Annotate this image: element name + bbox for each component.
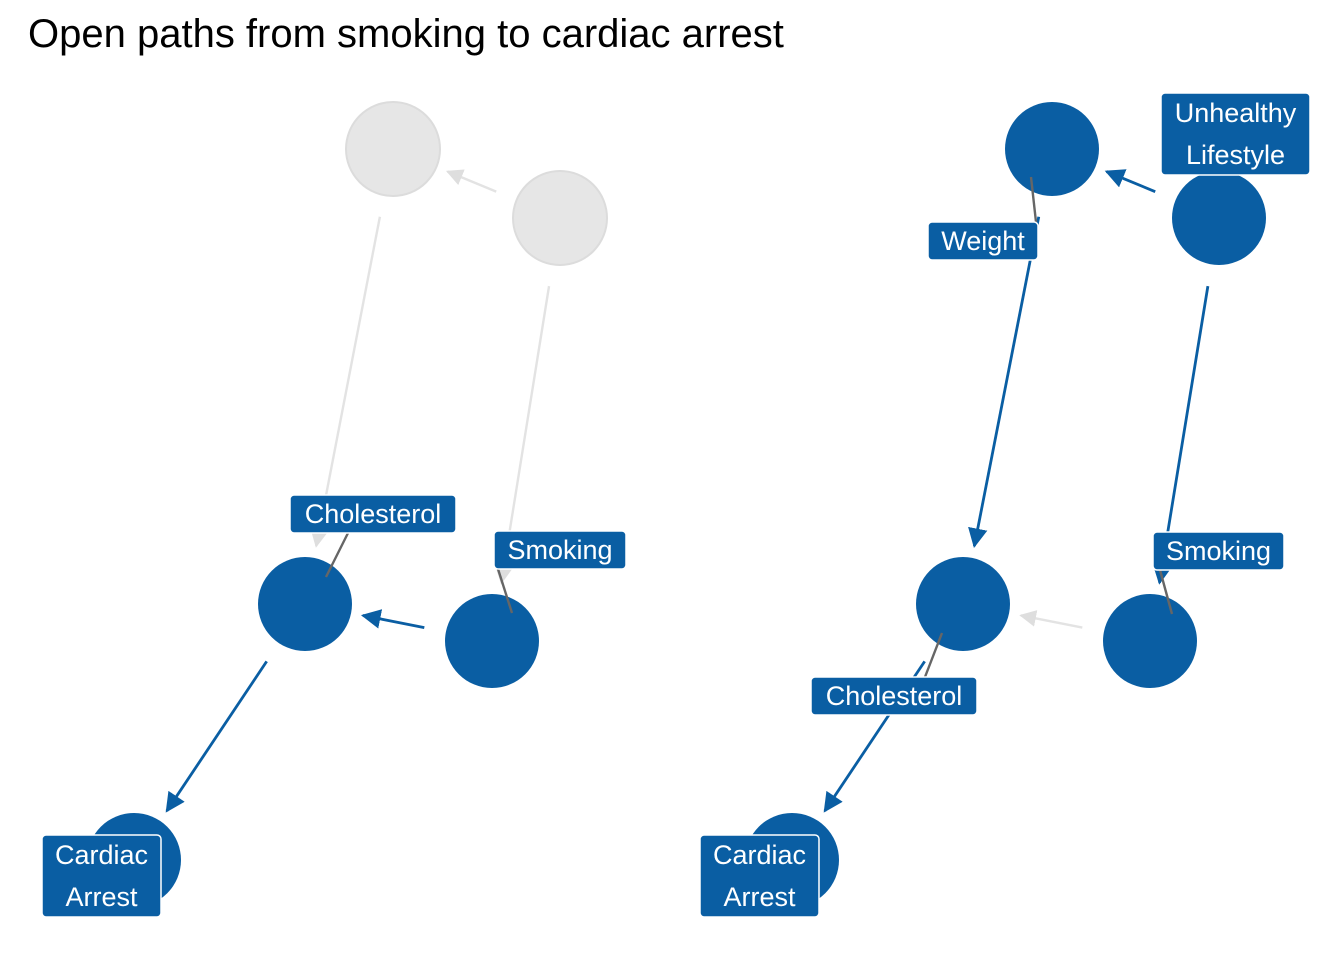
right-label-cholesterol: Cholesterol [810,676,978,716]
right-label-box-cardiac [699,834,820,918]
left-node-cholesterol [258,557,352,651]
left-label-text-cardiac: Arrest [65,882,138,912]
page-title: Open paths from smoking to cardiac arres… [28,12,784,56]
right-node-lifestyle [1172,171,1266,265]
right-node-cholesterol [916,557,1010,651]
left-label-box-cardiac [41,834,162,918]
right-label-leader-smoking [1158,569,1174,615]
right-label-box-cholesterol [810,676,978,716]
right-label-leader-weight [1029,176,1038,223]
right-node-weight [1005,102,1099,196]
right-label-text-cardiac: Cardiac [713,840,806,870]
right-label-text-lifestyle: Lifestyle [1186,140,1285,170]
right-edge-weight-to-cholesterol [968,216,1041,549]
left-label-box-cholesterol [289,494,457,534]
right-label-text-cholesterol: Cholesterol [826,681,963,711]
right-label-text-smoking: Smoking [1166,536,1271,566]
left-label-cholesterol: Cholesterol [289,494,457,534]
right-edge-lifestyle-to-weight [1104,169,1156,193]
right-label-cardiac: Cardiac Arrest [699,834,820,918]
left-edge-weight-to-cholesterol [310,216,382,548]
left-label-leader-smoking [496,568,514,614]
left-label-text-cholesterol: Cholesterol [305,499,442,529]
right-label-box-weight [927,221,1039,261]
right-edge-smoking-to-cholesterol [1019,610,1083,629]
right-label-text-cardiac: Arrest [723,882,796,912]
right-label-box-lifestyle [1160,92,1311,176]
right-label-text-lifestyle: Unhealthy [1175,98,1297,128]
left-label-text-cardiac: Cardiac [55,840,148,870]
left-node-weight [345,101,441,197]
right-label-box-smoking [1152,531,1285,571]
left-node-lifestyle [512,170,608,266]
left-label-smoking: Smoking [493,530,627,570]
right-label-smoking: Smoking [1152,531,1285,571]
right-label-weight: Weight [927,221,1039,261]
left-label-leader-cholesterol [324,532,350,578]
left-label-text-smoking: Smoking [507,535,612,565]
left-node-smoking [445,594,539,688]
left-label-cardiac: Cardiac Arrest [41,834,162,918]
right-label-leader-cholesterol [923,632,944,678]
right-label-text-weight: Weight [941,226,1025,256]
right-node-smoking [1103,594,1197,688]
left-label-box-smoking [493,530,627,570]
left-edge-smoking-to-cholesterol [360,609,425,629]
right-label-lifestyle: Unhealthy Lifestyle [1160,92,1311,176]
left-edge-cholesterol-to-cardiac [165,660,268,813]
left-edge-lifestyle-to-weight [445,169,497,193]
